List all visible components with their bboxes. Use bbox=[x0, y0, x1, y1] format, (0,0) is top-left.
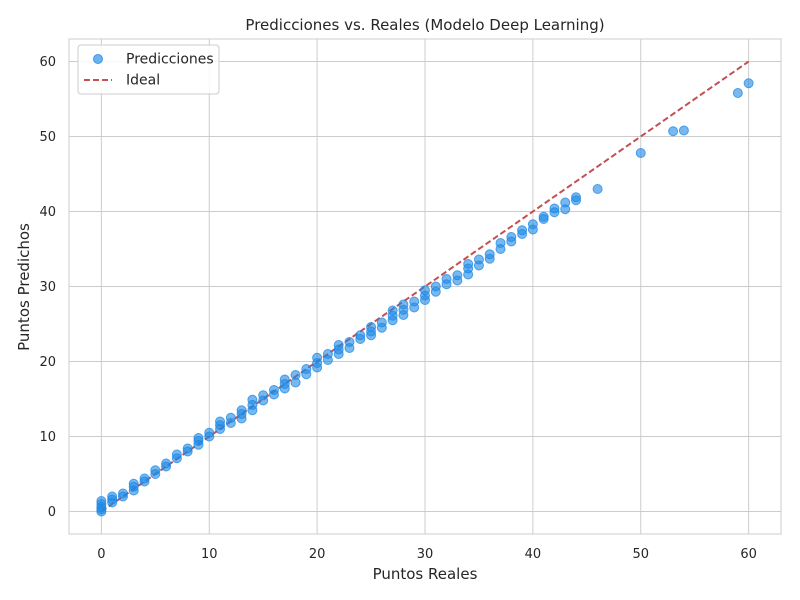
prediction-point bbox=[668, 126, 679, 137]
prediction-point bbox=[215, 416, 226, 427]
prediction-point bbox=[290, 370, 301, 380]
prediction-point bbox=[117, 488, 128, 499]
prediction-point bbox=[333, 340, 344, 350]
prediction-point bbox=[96, 496, 107, 506]
prediction-point bbox=[409, 296, 420, 307]
legend: Predicciones Ideal bbox=[77, 44, 220, 95]
prediction-point bbox=[258, 390, 269, 401]
chart-title: Predicciones vs. Reales (Modelo Deep Lea… bbox=[245, 16, 604, 34]
prediction-point bbox=[441, 274, 452, 284]
prediction-point bbox=[484, 249, 495, 260]
prediction-point bbox=[398, 299, 409, 310]
legend-label-predicciones: Predicciones bbox=[126, 52, 214, 68]
prediction-point bbox=[107, 491, 118, 502]
prediction-point bbox=[268, 385, 279, 395]
prediction-point bbox=[549, 203, 560, 214]
y-tick-label: 0 bbox=[48, 505, 56, 520]
legend-box bbox=[77, 44, 220, 95]
x-tick-label: 50 bbox=[632, 547, 649, 562]
axes-frame bbox=[68, 38, 782, 535]
x-tick-label: 60 bbox=[740, 547, 757, 562]
prediction-point bbox=[387, 305, 398, 316]
prediction-point bbox=[430, 281, 441, 292]
y-axis-label: Puntos Predichos bbox=[15, 223, 33, 351]
x-axis-label: Puntos Reales bbox=[373, 565, 478, 583]
x-tick-labels: 0 10 20 30 40 50 60 bbox=[97, 547, 757, 562]
prediction-point bbox=[312, 352, 323, 363]
y-tick-label: 10 bbox=[39, 430, 56, 445]
prediction-point bbox=[463, 259, 474, 269]
prediction-point bbox=[538, 211, 549, 222]
y-tick-label: 20 bbox=[39, 355, 56, 370]
prediction-point bbox=[150, 465, 161, 476]
prediction-point bbox=[322, 349, 333, 359]
y-tick-label: 50 bbox=[39, 130, 56, 145]
x-tick-label: 20 bbox=[309, 547, 326, 562]
prediction-point bbox=[366, 322, 377, 332]
prediction-point bbox=[495, 238, 506, 248]
prediction-point bbox=[225, 412, 236, 423]
prediction-point bbox=[473, 254, 484, 265]
prediction-point bbox=[571, 192, 582, 203]
prediction-point bbox=[420, 285, 430, 296]
prediction-point bbox=[635, 148, 646, 158]
y-tick-labels: 0 10 20 30 40 50 60 bbox=[39, 55, 56, 520]
prediction-point bbox=[732, 88, 743, 98]
prediction-point bbox=[204, 427, 215, 438]
y-tick-label: 60 bbox=[39, 55, 56, 70]
prediction-point bbox=[182, 443, 193, 454]
y-tick-label: 30 bbox=[39, 280, 56, 295]
x-tick-label: 30 bbox=[417, 547, 434, 562]
prediction-point bbox=[236, 405, 247, 416]
prediction-point bbox=[247, 394, 258, 405]
x-tick-label: 40 bbox=[525, 547, 542, 562]
legend-marker-predicciones bbox=[93, 54, 103, 64]
prediction-point bbox=[279, 374, 290, 385]
prediction-point bbox=[376, 317, 387, 328]
prediction-point bbox=[560, 197, 571, 208]
plot-area bbox=[68, 38, 782, 535]
prediction-point bbox=[171, 449, 182, 460]
prediction-point bbox=[527, 219, 538, 230]
x-tick-label: 0 bbox=[97, 547, 105, 562]
prediction-point bbox=[161, 458, 172, 469]
legend-label-ideal: Ideal bbox=[126, 73, 160, 89]
prediction-point bbox=[678, 125, 689, 136]
prediction-point bbox=[344, 337, 355, 347]
prediction-point bbox=[517, 225, 528, 236]
prediction-points bbox=[96, 78, 754, 517]
prediction-point bbox=[592, 184, 603, 194]
prediction-point bbox=[139, 473, 150, 484]
prediction-point bbox=[743, 78, 754, 89]
prediction-point bbox=[355, 330, 366, 341]
prediction-point bbox=[506, 232, 517, 242]
x-tick-label: 10 bbox=[201, 547, 218, 562]
prediction-point bbox=[452, 270, 463, 281]
y-tick-label: 40 bbox=[39, 205, 56, 220]
prediction-point bbox=[128, 478, 139, 489]
prediction-point bbox=[301, 364, 312, 374]
prediction-point bbox=[193, 433, 204, 443]
